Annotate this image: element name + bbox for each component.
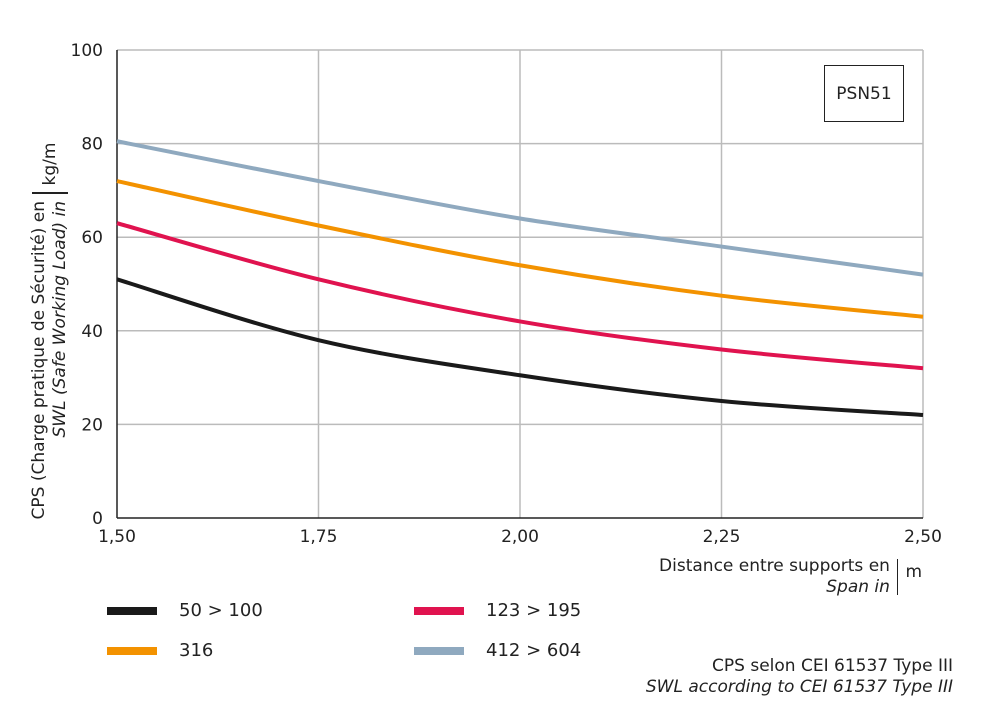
y-tick-label: 100 [71, 41, 103, 61]
note-en: SWL according to CEI 61537 Type III [645, 677, 953, 697]
standard-note: CPS selon CEI 61537 Type III SWL accordi… [646, 656, 953, 698]
x-tick-label: 2,25 [703, 527, 741, 547]
x-axis-label-en: Span in [826, 577, 890, 597]
legend-swatch [414, 606, 464, 615]
unit-separator [896, 559, 899, 595]
series-line [116, 179, 924, 319]
y-tick-label: 80 [81, 135, 103, 155]
legend-item: 50 > 100 [107, 600, 263, 621]
legend-label: 123 > 195 [486, 600, 582, 621]
legend-label: 412 > 604 [486, 640, 582, 661]
legend-swatch [107, 646, 157, 655]
note-fr: CPS selon CEI 61537 Type III [712, 656, 953, 676]
legend-label: 316 [179, 640, 214, 661]
x-tick-label: 2,50 [904, 527, 942, 547]
y-axis-label-fr: CPS (Charge pratique de Sécurité) en [29, 200, 49, 520]
x-tick-label: 1,75 [300, 527, 338, 547]
y-axis-label-en: SWL (Safe Working Load) in [50, 200, 70, 438]
x-axis-label-fr: Distance entre supports en [659, 556, 890, 576]
product-label: PSN51 [836, 83, 892, 104]
product-label-box: PSN51 [824, 65, 904, 122]
legend-label: 50 > 100 [179, 600, 263, 621]
y-axis-label: CPS (Charge pratique de Sécurité) en SWL… [29, 131, 71, 531]
x-axis-unit: m [905, 561, 922, 582]
legend-item: 123 > 195 [414, 600, 581, 621]
series-line [116, 277, 924, 418]
unit-separator [32, 192, 68, 194]
legend-swatch [107, 606, 157, 615]
legend-swatch [414, 646, 464, 655]
series-line [116, 221, 924, 371]
x-axis-label: Distance entre supports en Span in m [659, 556, 922, 598]
y-tick-label: 20 [81, 415, 103, 435]
legend-item: 316 [107, 640, 213, 661]
x-tick-label: 2,00 [501, 527, 539, 547]
x-tick-label: 1,50 [98, 527, 136, 547]
y-axis-unit: kg/m [39, 142, 60, 186]
series-line [116, 139, 924, 277]
y-tick-label: 40 [81, 322, 103, 342]
y-tick-label: 60 [81, 228, 103, 248]
legend-item: 412 > 604 [414, 640, 581, 661]
y-tick-label: 0 [92, 509, 103, 529]
